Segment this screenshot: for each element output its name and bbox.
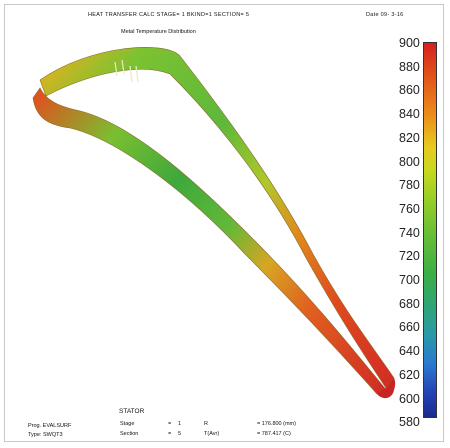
colorbar-tick-label: 620 bbox=[399, 367, 420, 382]
footer-prog: Prog. EVALSURF bbox=[28, 423, 72, 429]
colorbar-tick-label: 680 bbox=[399, 296, 420, 311]
section-equals: = bbox=[168, 431, 172, 437]
plot-subtitle: Metal Temperature Distribution bbox=[121, 29, 196, 35]
colorbar-tick-label: 600 bbox=[399, 391, 420, 406]
trailing-edge bbox=[377, 378, 396, 399]
colorbar-tick-label: 800 bbox=[399, 154, 420, 169]
colorbar-tick-label: 640 bbox=[399, 344, 420, 359]
r-value: = 176.800 (mm) bbox=[257, 421, 296, 427]
section-label: Section bbox=[120, 431, 139, 437]
cooling-hole-marks bbox=[114, 59, 139, 83]
colorbar-tick-label: 700 bbox=[399, 273, 420, 287]
figure-frame bbox=[4, 4, 444, 442]
stage-equals: = bbox=[168, 421, 172, 427]
colorbar-tick-label: 720 bbox=[399, 249, 420, 264]
r-label: R bbox=[204, 421, 208, 427]
plot-title: HEAT TRANSFER CALC STAGE= 1 BKIND=1 SECT… bbox=[88, 12, 250, 18]
colorbar-tick-label: 580 bbox=[399, 415, 420, 430]
colorbar-tick-label: 780 bbox=[399, 178, 420, 193]
colorbar-tick-label: 740 bbox=[399, 225, 420, 240]
stage-label: Stage bbox=[120, 421, 135, 427]
pressure-side-band bbox=[32, 87, 389, 395]
temperature-colorbar bbox=[423, 42, 437, 418]
section-value: 5 bbox=[178, 431, 182, 437]
colorbar-tick-label: 820 bbox=[399, 130, 420, 145]
colorbar-tick-label: 880 bbox=[399, 59, 420, 74]
footer-type: Type: SWQT3 bbox=[28, 432, 63, 438]
footer-heading: STATOR bbox=[119, 408, 145, 415]
colorbar-tick-label: 900 bbox=[399, 36, 420, 50]
colorbar-tick-label: 860 bbox=[399, 83, 420, 98]
tavr-label: T(Avr) bbox=[204, 431, 220, 437]
tavr-value: = 787.417 (C) bbox=[257, 431, 291, 437]
date-label: Date 09- 3-16 bbox=[366, 12, 404, 18]
colorbar-tick-label: 840 bbox=[399, 107, 420, 122]
colorbar-tick-label: 760 bbox=[399, 201, 420, 216]
stage-value: 1 bbox=[178, 421, 182, 427]
colorbar-tick-label: 660 bbox=[399, 320, 420, 335]
